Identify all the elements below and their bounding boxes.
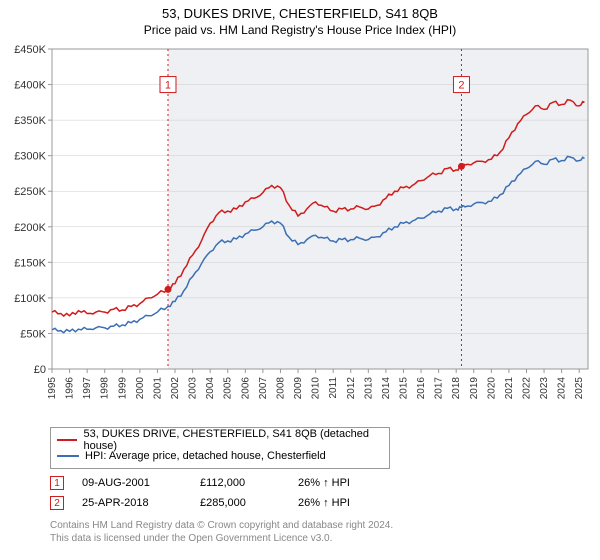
footer-line-1: Contains HM Land Registry data © Crown c…: [50, 519, 600, 532]
sale-row: 1 09-AUG-2001 £112,000 26% ↑ HPI: [50, 473, 600, 493]
svg-text:2013: 2013: [363, 377, 374, 400]
svg-text:1995: 1995: [47, 377, 58, 400]
svg-text:£400K: £400K: [14, 80, 46, 92]
svg-text:2022: 2022: [521, 377, 532, 400]
sale-diff: 26% ↑ HPI: [298, 477, 378, 489]
page-subtitle: Price paid vs. HM Land Registry's House …: [0, 21, 600, 41]
svg-text:£250K: £250K: [14, 186, 46, 198]
svg-text:1996: 1996: [65, 377, 76, 400]
svg-text:2005: 2005: [223, 377, 234, 400]
sale-marker-icon: 2: [50, 496, 64, 510]
legend-swatch: [57, 455, 79, 457]
svg-text:2023: 2023: [539, 377, 550, 400]
svg-text:2001: 2001: [152, 377, 163, 400]
svg-text:1999: 1999: [117, 377, 128, 400]
sale-date: 09-AUG-2001: [82, 477, 182, 489]
svg-text:2024: 2024: [557, 377, 568, 400]
page-title: 53, DUKES DRIVE, CHESTERFIELD, S41 8QB: [0, 0, 600, 21]
svg-text:2020: 2020: [486, 377, 497, 400]
svg-text:1997: 1997: [82, 377, 93, 400]
svg-text:2008: 2008: [275, 377, 286, 400]
svg-text:2012: 2012: [346, 377, 357, 400]
svg-text:2011: 2011: [328, 377, 339, 399]
svg-text:1998: 1998: [100, 377, 111, 400]
svg-text:2017: 2017: [434, 377, 445, 400]
svg-text:£350K: £350K: [14, 115, 46, 127]
svg-text:£100K: £100K: [14, 293, 46, 305]
svg-text:2002: 2002: [170, 377, 181, 400]
svg-text:2007: 2007: [258, 377, 269, 400]
legend: 53, DUKES DRIVE, CHESTERFIELD, S41 8QB (…: [50, 427, 390, 469]
legend-label: HPI: Average price, detached house, Ches…: [85, 450, 326, 462]
legend-label: 53, DUKES DRIVE, CHESTERFIELD, S41 8QB (…: [83, 428, 383, 452]
svg-text:2010: 2010: [311, 377, 322, 400]
line-chart: £0 £50K £100K £150K £200K £250K £300K £350K £400…: [2, 41, 598, 421]
svg-text:£50K: £50K: [20, 328, 46, 340]
svg-text:2: 2: [458, 80, 464, 92]
svg-text:2009: 2009: [293, 377, 304, 400]
svg-text:£150K: £150K: [14, 257, 46, 269]
svg-text:2018: 2018: [451, 377, 462, 400]
svg-text:2016: 2016: [416, 377, 427, 400]
svg-text:£0: £0: [34, 364, 46, 376]
svg-text:2019: 2019: [469, 377, 480, 400]
svg-text:£300K: £300K: [14, 151, 46, 163]
sales-table: 1 09-AUG-2001 £112,000 26% ↑ HPI 2 25-APR-201…: [50, 473, 600, 513]
svg-text:2021: 2021: [504, 377, 515, 400]
sale-price: £112,000: [200, 477, 280, 489]
sale-price: £285,000: [200, 497, 280, 509]
svg-text:2025: 2025: [574, 377, 585, 400]
legend-item: 53, DUKES DRIVE, CHESTERFIELD, S41 8QB (…: [57, 432, 383, 448]
svg-text:2015: 2015: [398, 377, 409, 400]
chart-container: 53, DUKES DRIVE, CHESTERFIELD, S41 8QB P…: [0, 0, 600, 560]
sale-row: 2 25-APR-2018 £285,000 26% ↑ HPI: [50, 493, 600, 513]
legend-swatch: [57, 439, 77, 441]
sale-marker-icon: 1: [50, 476, 64, 490]
svg-text:2000: 2000: [135, 377, 146, 400]
svg-text:1: 1: [165, 80, 171, 92]
sale-date: 25-APR-2018: [82, 497, 182, 509]
svg-text:2003: 2003: [188, 377, 199, 400]
svg-text:2014: 2014: [381, 377, 392, 400]
sale-diff: 26% ↑ HPI: [298, 497, 378, 509]
footer-line-2: This data is licensed under the Open Gov…: [50, 532, 600, 545]
svg-text:£200K: £200K: [14, 222, 46, 234]
svg-text:2006: 2006: [240, 377, 251, 400]
svg-text:£450K: £450K: [14, 44, 46, 56]
footer-attribution: Contains HM Land Registry data © Crown c…: [50, 519, 600, 545]
svg-text:2004: 2004: [205, 377, 216, 400]
